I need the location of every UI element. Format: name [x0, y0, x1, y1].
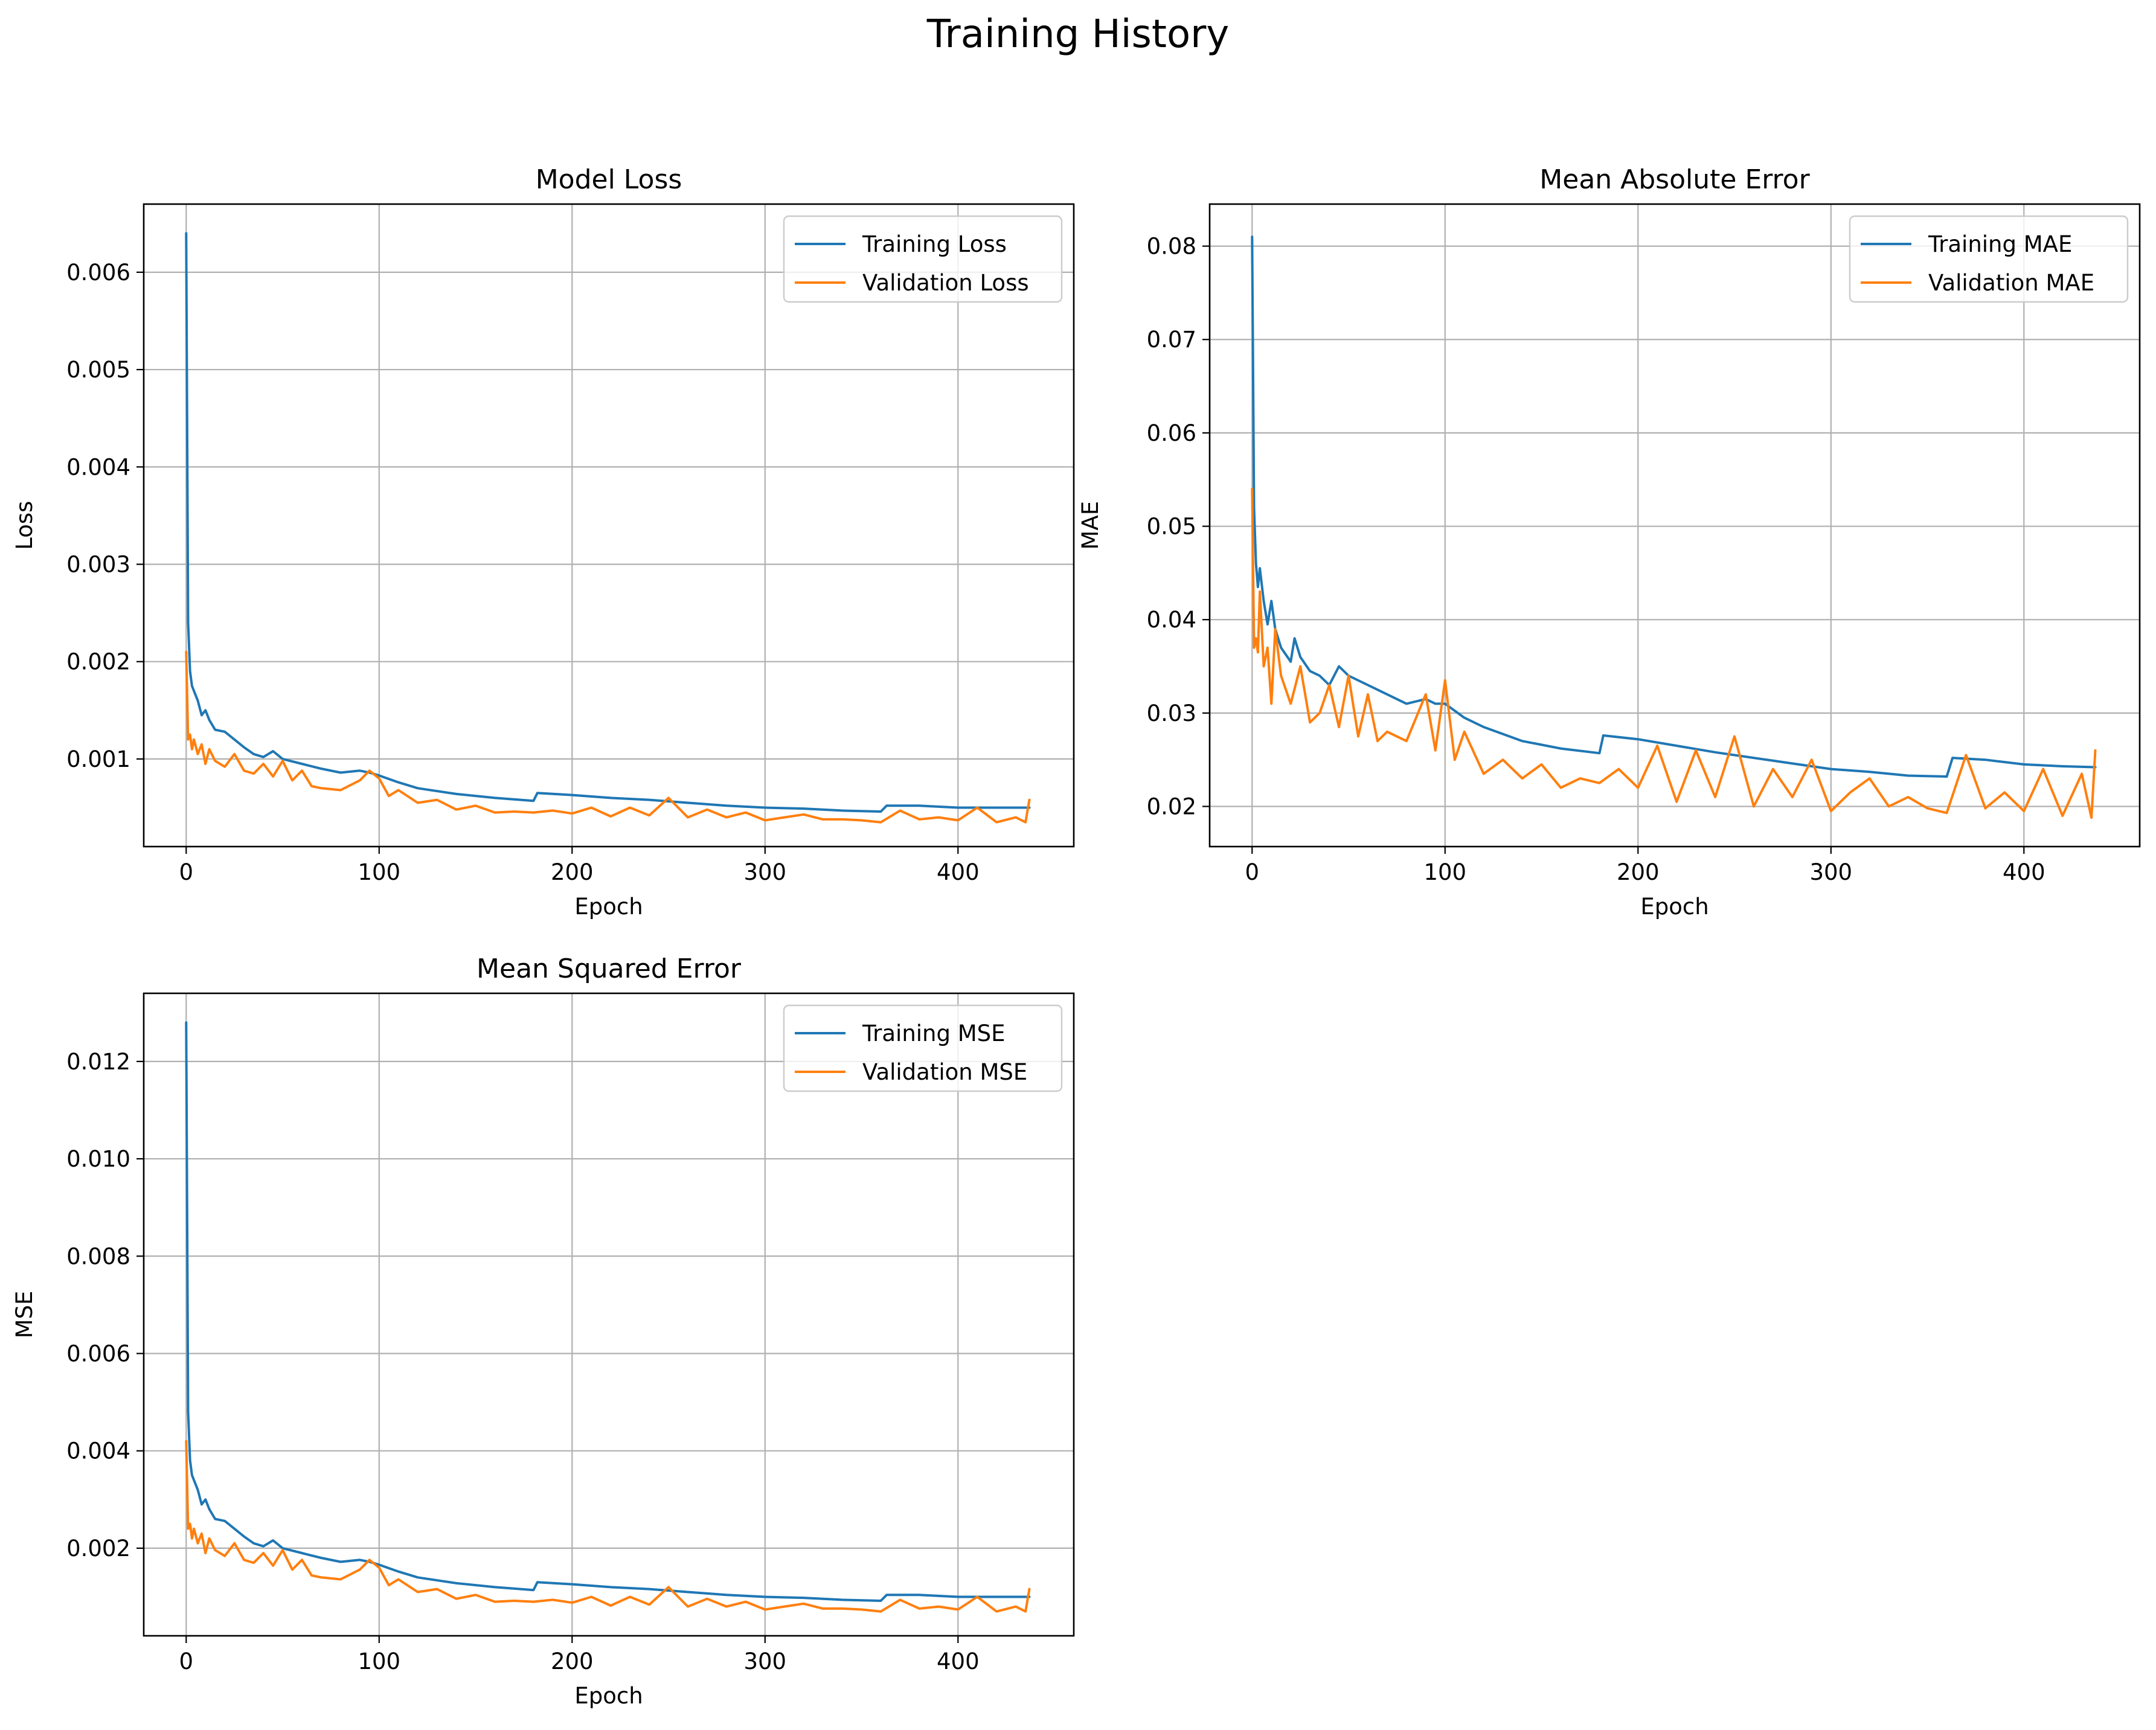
mean-absolute-error-y-tick-label-1: 0.03 [1147, 700, 1196, 726]
mean-squared-error-panel: 0 100 200 300 400 0.002 0.004 0.006 0.008 0.010 0.… [11, 953, 1075, 1709]
validation-loss-line [185, 650, 1031, 824]
mean-absolute-error-y-tick-label-0: 0.02 [1147, 794, 1196, 820]
model-loss-x-tick-label-1: 100 [358, 859, 400, 885]
mean-squared-error-x-tick-label-3: 300 [743, 1648, 786, 1674]
model-loss-y-tick-label-1: 0.002 [66, 649, 130, 675]
mean-squared-error-y-tick-label-5: 0.012 [66, 1049, 130, 1075]
training-mse-legend-label: Training MSE [862, 1020, 1006, 1046]
training-loss-legend-label: Training Loss [862, 231, 1007, 257]
validation-mse-legend-label: Validation MSE [862, 1059, 1027, 1085]
training-mse-line [185, 1021, 1031, 1602]
mean-squared-error-title: Mean Squared Error [476, 953, 742, 984]
model-loss-x-tick-label-2: 200 [551, 859, 594, 885]
model-loss-x-tick-label-3: 300 [743, 859, 786, 885]
mean-absolute-error-y-tick-label-6: 0.08 [1147, 234, 1196, 260]
mean-absolute-error-x-tick-label-1: 100 [1423, 859, 1466, 885]
mean-absolute-error-x-tick-label-0: 0 [1245, 859, 1260, 885]
model-loss-x-tick-label-4: 400 [937, 859, 980, 885]
mean-squared-error-y-tick-label-0: 0.002 [66, 1536, 130, 1562]
mean-absolute-error-y-tick-label-5: 0.07 [1147, 327, 1196, 353]
figure-title: Training History [926, 12, 1230, 57]
model-loss-y-tick-label-3: 0.004 [66, 454, 130, 480]
model-loss-y-tick-label-4: 0.005 [66, 357, 130, 383]
mean-squared-error-y-tick-label-1: 0.004 [66, 1438, 130, 1464]
mean-absolute-error-x-tick-label-2: 200 [1617, 859, 1660, 885]
validation-mae-line [1251, 487, 2097, 819]
mean-squared-error-y-tick-label-3: 0.008 [66, 1243, 130, 1269]
mean-squared-error-x-tick-label-0: 0 [179, 1648, 194, 1674]
model-loss-title: Model Loss [536, 164, 682, 195]
model-loss-y-tick-label-0: 0.001 [66, 746, 130, 772]
mean-absolute-error-y-tick-label-4: 0.06 [1147, 420, 1196, 446]
mean-absolute-error-title: Mean Absolute Error [1539, 164, 1810, 195]
mean-absolute-error-legend-box [1849, 215, 2129, 303]
model-loss-y-tick-label-5: 0.006 [66, 260, 130, 286]
mean-absolute-error-x-axis-label: Epoch [1640, 894, 1708, 920]
mean-squared-error-y-tick-label-4: 0.010 [66, 1146, 130, 1172]
model-loss-y-tick-label-2: 0.003 [66, 551, 130, 577]
mean-absolute-error-x-tick-label-3: 300 [1809, 859, 1852, 885]
mean-absolute-error-panel: 0 100 200 300 400 0.02 0.03 0.04 0.05 0.06 0.07 0.0… [1077, 164, 2141, 920]
model-loss-axes-frame [143, 203, 1075, 848]
validation-mse-line [185, 1440, 1031, 1613]
mean-squared-error-y-axis-label: MSE [11, 1291, 37, 1339]
training-mae-line [1251, 235, 2097, 778]
mean-squared-error-x-tick-label-2: 200 [551, 1648, 594, 1674]
mean-squared-error-x-tick-label-1: 100 [358, 1648, 400, 1674]
mean-squared-error-legend-box [783, 1004, 1063, 1092]
mean-absolute-error-x-tick-label-4: 400 [2003, 859, 2045, 885]
model-loss-x-axis-label: Epoch [574, 894, 643, 920]
mean-absolute-error-y-axis-label: MAE [1077, 501, 1103, 550]
mean-squared-error-x-axis-label: Epoch [574, 1683, 643, 1709]
model-loss-x-tick-label-0: 0 [179, 859, 194, 885]
mean-absolute-error-y-tick-label-3: 0.05 [1147, 514, 1196, 540]
model-loss-panel: 0 100 200 300 400 0.001 0.002 0.003 0.004 0.005 0.… [11, 164, 1075, 920]
validation-loss-legend-label: Validation Loss [862, 270, 1029, 296]
model-loss-y-axis-label: Loss [11, 501, 37, 549]
mean-squared-error-y-tick-label-2: 0.006 [66, 1341, 130, 1366]
validation-mae-legend-label: Validation MAE [1928, 270, 2094, 296]
mean-absolute-error-axes-frame [1208, 203, 2141, 848]
mean-squared-error-x-tick-label-4: 400 [937, 1648, 980, 1674]
model-loss-legend-box [783, 215, 1063, 303]
mean-absolute-error-y-tick-label-2: 0.04 [1147, 607, 1196, 633]
training-mae-legend-label: Training MAE [1928, 231, 2072, 257]
mean-squared-error-axes-frame [143, 992, 1075, 1637]
training-loss-line [185, 232, 1031, 813]
